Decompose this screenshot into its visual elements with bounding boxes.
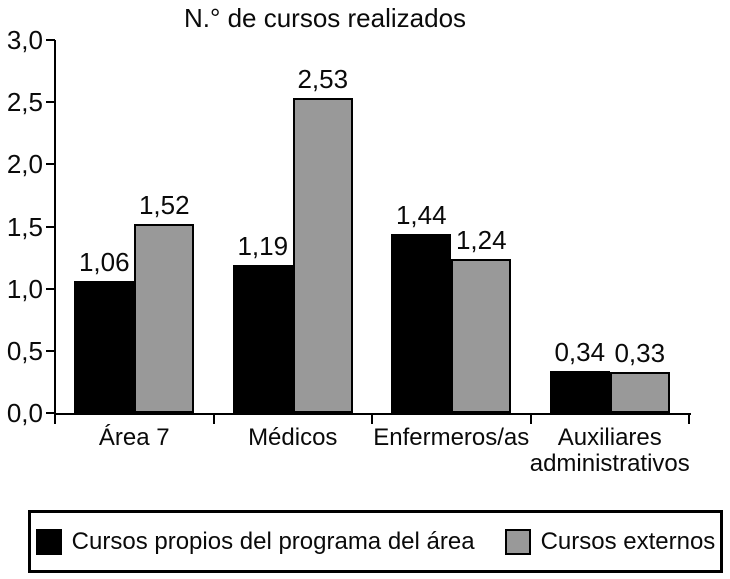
legend-item-cursos-externos: Cursos externos [504, 527, 716, 555]
y-axis-tick-label: 0,0 [6, 398, 43, 428]
chart-legend: Cursos propios del programa del área Cur… [28, 510, 723, 573]
bar-cursos-externos [609, 371, 670, 413]
x-axis-tick [688, 413, 690, 424]
bar-cursos-externos [451, 258, 512, 413]
x-axis-category-label: Auxiliares administrativos [529, 424, 690, 477]
bar-value-label: 1,19 [237, 231, 289, 262]
y-axis-tick [46, 412, 55, 414]
bar-value-label: 1,52 [138, 190, 190, 220]
y-axis-tick-label: 2,5 [6, 87, 43, 118]
y-axis-tick-label: 3,0 [6, 25, 43, 55]
bar-cursos-propios [549, 370, 610, 413]
y-axis-tick-label: 0,5 [6, 335, 43, 366]
x-axis-tick [371, 413, 373, 424]
chart-title: N.° de cursos realizados [183, 3, 467, 33]
x-axis-tick [54, 413, 56, 424]
legend-item-cursos-propios: Cursos propios del programa del área [35, 527, 475, 555]
bar-value-label: 0,33 [614, 337, 666, 368]
bar-value-label: 0,34 [554, 336, 606, 367]
y-axis-tick [46, 349, 55, 352]
bar-cursos-propios [391, 233, 452, 413]
x-axis-category-label: Área 7 [98, 424, 170, 451]
y-axis-tick-label: 1,5 [6, 211, 43, 242]
bar-value-label: 1,06 [78, 247, 130, 278]
y-axis-tick [46, 287, 55, 290]
x-axis-tick [212, 413, 215, 424]
legend-label-cursos-propios: Cursos propios del programa del área [71, 527, 475, 555]
x-axis-category-label: Enfermeros/as [373, 424, 530, 451]
x-axis-category-label: Médicos [248, 424, 338, 451]
bar-cursos-externos [134, 224, 195, 413]
y-axis-line [54, 40, 56, 415]
bar-value-label: 2,53 [297, 64, 349, 95]
legend-label-cursos-externos: Cursos externos [540, 527, 716, 555]
bar-cursos-propios [74, 281, 135, 413]
y-axis-tick [46, 225, 55, 228]
bar-value-label: 1,44 [395, 199, 447, 230]
y-axis-tick-label: 2,0 [6, 149, 43, 180]
bar-cursos-propios [232, 265, 293, 413]
y-axis-tick-label: 1,0 [6, 273, 43, 304]
y-axis-tick [46, 101, 55, 104]
x-axis-tick [529, 413, 532, 424]
y-axis-tick [46, 163, 55, 166]
legend-swatch-black-square [35, 528, 62, 555]
bar-cursos-externos [292, 98, 353, 413]
legend-swatch-gray-square [504, 528, 531, 555]
bar-value-label: 1,24 [455, 224, 507, 255]
y-axis-tick [46, 39, 55, 41]
